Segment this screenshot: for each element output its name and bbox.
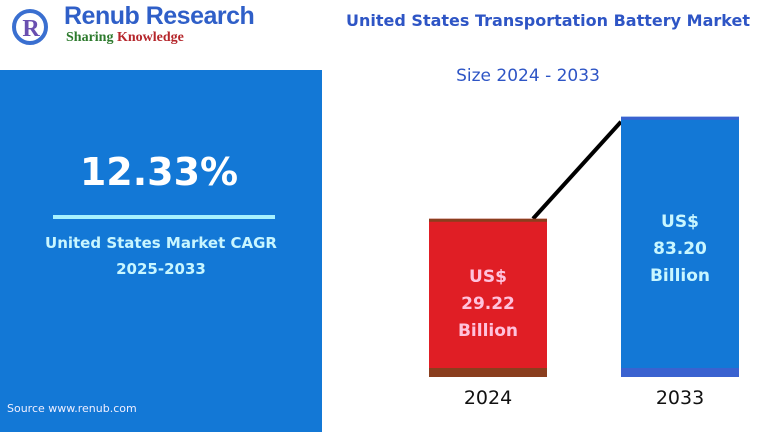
x-tick-label: 2024	[464, 387, 512, 409]
divider	[53, 215, 275, 219]
data-label: US$	[469, 267, 507, 287]
cagr-label: United States Market CAGR 2025-2033	[0, 230, 322, 282]
svg-text:R: R	[22, 16, 40, 42]
cagr-label-text: United States Market CAGR	[45, 234, 277, 252]
chart-subtitle: Size 2024 - 2033	[456, 66, 600, 86]
bar-base-2024	[429, 368, 547, 377]
data-label: US$	[661, 212, 699, 232]
cagr-period: 2025-2033	[116, 260, 206, 278]
cagr-value: 12.33%	[79, 150, 239, 194]
tagline-part: Sharing	[66, 30, 117, 45]
bar-2033	[621, 116, 739, 377]
bar-2024	[429, 218, 547, 377]
data-label: Billion	[650, 266, 710, 286]
chart-title: United States Transportation Battery Mar…	[346, 11, 750, 30]
x-tick-label: 2033	[656, 387, 704, 409]
bar-top-2024	[429, 218, 547, 222]
data-label: 29.22	[461, 294, 515, 314]
data-label: Billion	[458, 321, 518, 341]
source-text: Source www.renub.com	[7, 402, 137, 415]
brand-name: Renub Research	[64, 2, 255, 30]
renub-logo-icon: R	[12, 9, 48, 45]
bar-top-2033	[621, 116, 739, 120]
tagline-part: Knowledge	[116, 30, 184, 45]
bar-base-2033	[621, 368, 739, 377]
cagr-panel	[0, 70, 322, 432]
brand-tagline: Sharing Knowledge	[66, 30, 184, 46]
data-label: 83.20	[653, 239, 707, 259]
connector-line	[531, 120, 623, 221]
